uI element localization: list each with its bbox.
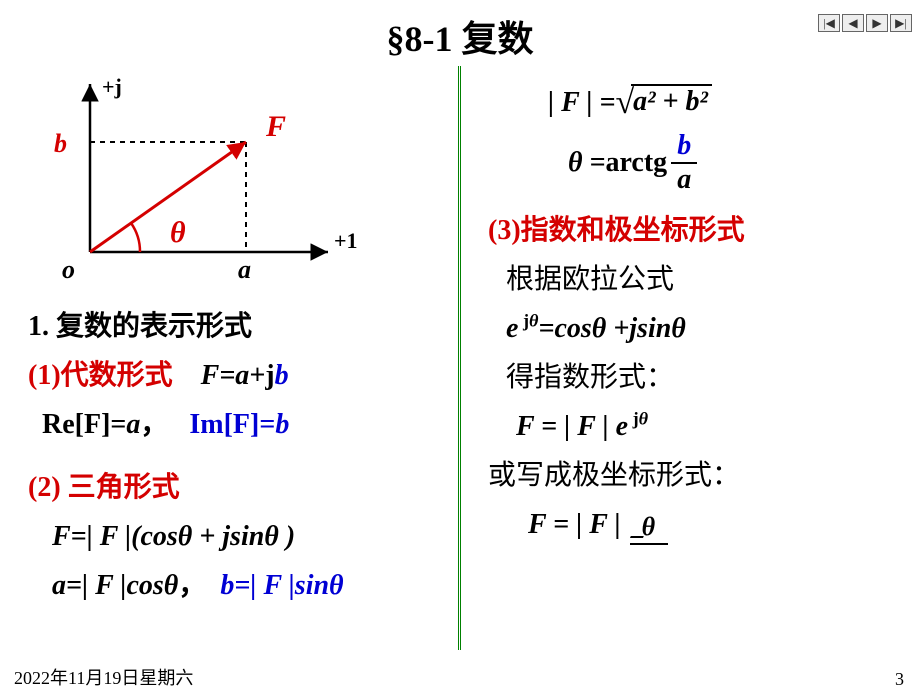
heading-representations: 1. 复数的表示形式 bbox=[28, 302, 458, 351]
a-label: a bbox=[238, 255, 251, 284]
footer-date: 2022年11月19日星期六 bbox=[14, 664, 193, 690]
heading-trig: (2) 三角形式 bbox=[28, 463, 458, 512]
slide-title: §8-1 复数 bbox=[0, 10, 920, 62]
complex-plane-diagram: +j +1 o b a F θ bbox=[28, 72, 358, 302]
j-axis-label: +j bbox=[102, 74, 122, 99]
eq-trig-form: F=| F |(cosθ + jsinθ ) bbox=[52, 512, 458, 561]
text-euler-intro: 根据欧拉公式 bbox=[506, 255, 908, 304]
eq-trig-components: a=| F |cosθ， b=| F |sinθ bbox=[52, 561, 458, 610]
real-axis-label: +1 bbox=[334, 228, 358, 253]
nav-last[interactable]: ▶| bbox=[890, 14, 912, 32]
nav-first[interactable]: |◀ bbox=[818, 14, 840, 32]
column-divider bbox=[458, 66, 461, 650]
eq-algebraic: F=a+jb bbox=[201, 360, 289, 391]
text-polar-intro: 或写成极坐标形式： bbox=[488, 451, 908, 500]
origin-label: o bbox=[62, 255, 75, 284]
nav-next[interactable]: ▶ bbox=[866, 14, 888, 32]
eq-exp-form: F = | F | e jθ bbox=[516, 402, 908, 451]
eq-re-im: Re[F]=a， Im[F]=b bbox=[42, 400, 458, 449]
angle-symbol: θ bbox=[630, 510, 668, 538]
nav-prev[interactable]: ◀ bbox=[842, 14, 864, 32]
heading-exp-polar: (3)指数和极坐标形式 bbox=[488, 206, 908, 255]
heading-algebraic: (1)代数形式 bbox=[28, 360, 173, 391]
eq-magnitude: | F | = √ a² + b² bbox=[548, 84, 908, 122]
eq-polar-form: F = | F | θ bbox=[528, 500, 908, 549]
theta-label: θ bbox=[170, 216, 186, 249]
b-label: b bbox=[54, 129, 67, 158]
vector-f-label: F bbox=[265, 110, 286, 143]
eq-theta: θ = arctg b a bbox=[568, 130, 908, 196]
eq-euler: e jθ=cosθ +jsinθ bbox=[506, 304, 908, 353]
nav-controls: |◀ ◀ ▶ ▶| bbox=[818, 14, 912, 32]
text-exp-intro: 得指数形式： bbox=[506, 353, 908, 402]
footer-page: 3 bbox=[895, 669, 904, 690]
